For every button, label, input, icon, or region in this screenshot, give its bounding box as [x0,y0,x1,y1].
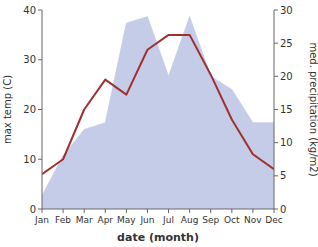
chart: 0 10 20 30 40 0 5 10 15 20 25 30 Jan Feb Mar Apr MayJun J… [0,0,318,247]
y2-tick [274,43,278,44]
y-tick [38,59,42,60]
y2-tick [274,175,278,176]
y2-axis-label: med. precipitation (kg/m2) [308,42,318,176]
x-axis-line [42,209,274,210]
y2-tick-label: 5 [280,170,286,181]
line [42,35,274,174]
y2-tick-label: 25 [280,38,293,49]
x-tick-label: Dec [265,215,282,225]
x-tick-label: Aug [181,215,199,225]
x-tick [63,209,64,213]
y2-tick-label: 10 [280,137,293,148]
x-tick-label: Sep [202,215,219,225]
x-axis-label: date (month) [117,231,199,244]
x-tick-label: May [117,215,136,225]
x-tick [210,209,211,213]
y-tick-label: 40 [23,5,36,16]
y2-tick-label: 15 [280,104,293,115]
y2-tick [274,109,278,110]
y2-tick [274,76,278,77]
x-tick [42,209,43,213]
y2-tick [274,142,278,143]
y-tick [38,10,42,11]
x-tick [252,209,253,213]
x-tick [231,209,232,213]
plot-area [42,17,274,209]
x-tick-label: Nov [244,215,262,225]
x-tick [105,209,106,213]
x-tick-label: Jan [34,215,49,225]
x-tick-label: Oct [224,215,240,225]
y2-tick-label: 20 [280,71,293,82]
x-tick [274,209,275,213]
y-tick [38,109,42,110]
area [42,17,274,209]
x-tick-label: Feb [55,215,71,225]
y-tick-label: 30 [23,54,36,65]
x-tick-label: Apr [97,215,113,225]
y-tick-label: 0 [30,204,36,215]
y2-tick [274,10,278,11]
y-tick-label: 10 [23,154,36,165]
x-tick [189,209,190,213]
y-tick [38,209,42,210]
x-tick [84,209,85,213]
x-tick-label: Jul [162,215,174,225]
x-tick-label: Jun [139,215,154,225]
y2-tick-label: 30 [280,5,293,16]
y-tick [38,159,42,160]
y-tick-label: 20 [23,104,36,115]
y2-tick-label: 0 [280,204,286,215]
y-axis-label: max temp (C) [2,75,13,144]
y2-tick [274,209,278,210]
x-tick [168,209,169,213]
x-tick [147,209,148,213]
x-tick [126,209,127,213]
x-tick-label: Mar [76,215,93,225]
